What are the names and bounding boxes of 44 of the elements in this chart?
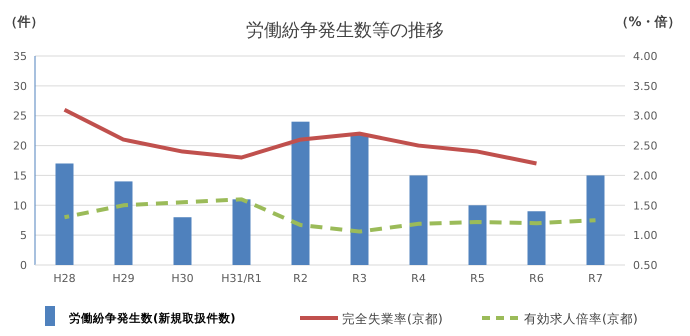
x-tick-label: R2 <box>293 272 308 285</box>
y-tick-label: 5 <box>20 229 27 242</box>
chart-title: 労働紛争発生数等の推移 <box>246 20 444 41</box>
y2-tick-label: 3.00 <box>633 110 658 123</box>
y2-tick-label: 3.50 <box>633 80 658 93</box>
y-tick-label: 0 <box>20 259 27 272</box>
y-tick-label: 10 <box>13 199 27 212</box>
legend-label: 労働紛争発生数(新規取扱件数) <box>69 311 236 325</box>
bar <box>174 217 192 265</box>
y-tick-label: 15 <box>13 169 27 182</box>
y2-tick-label: 4.00 <box>633 50 658 63</box>
x-tick-label: R3 <box>352 272 367 285</box>
y-axis-title: （件） <box>4 15 44 30</box>
bar <box>292 122 310 265</box>
x-tick-label: R4 <box>411 272 426 285</box>
bar <box>114 181 132 265</box>
bar <box>410 175 428 265</box>
x-tick-label: H30 <box>171 272 194 285</box>
y-tick-label: 30 <box>13 80 27 93</box>
y2-tick-label: 0.50 <box>633 259 658 272</box>
x-tick-label: H31/R1 <box>221 272 262 285</box>
x-tick-label: H28 <box>53 272 76 285</box>
y2-axis-title: （%・倍） <box>615 14 681 30</box>
y2-tick-label: 2.50 <box>633 140 658 153</box>
y2-tick-label: 2.00 <box>633 169 658 182</box>
y-tick-label: 25 <box>13 110 27 123</box>
line-series <box>62 108 538 166</box>
line-series <box>62 197 598 234</box>
bar <box>232 199 250 265</box>
bar <box>56 163 74 265</box>
x-tick-label: R6 <box>529 272 544 285</box>
bar <box>528 211 546 265</box>
y2-tick-label: 1.50 <box>633 199 658 212</box>
y-tick-label: 35 <box>13 50 27 63</box>
bar <box>586 175 604 265</box>
x-tick-label: R5 <box>470 272 485 285</box>
legend-label: 完全失業率(京都) <box>342 311 443 326</box>
x-tick-label: R7 <box>588 272 603 285</box>
x-tick-label: H29 <box>112 272 135 285</box>
y-tick-label: 20 <box>13 140 27 153</box>
bar <box>468 205 486 265</box>
bar <box>350 134 368 265</box>
y2-tick-label: 1.00 <box>633 229 658 242</box>
legend-label: 有効求人倍率(京都) <box>524 311 638 326</box>
